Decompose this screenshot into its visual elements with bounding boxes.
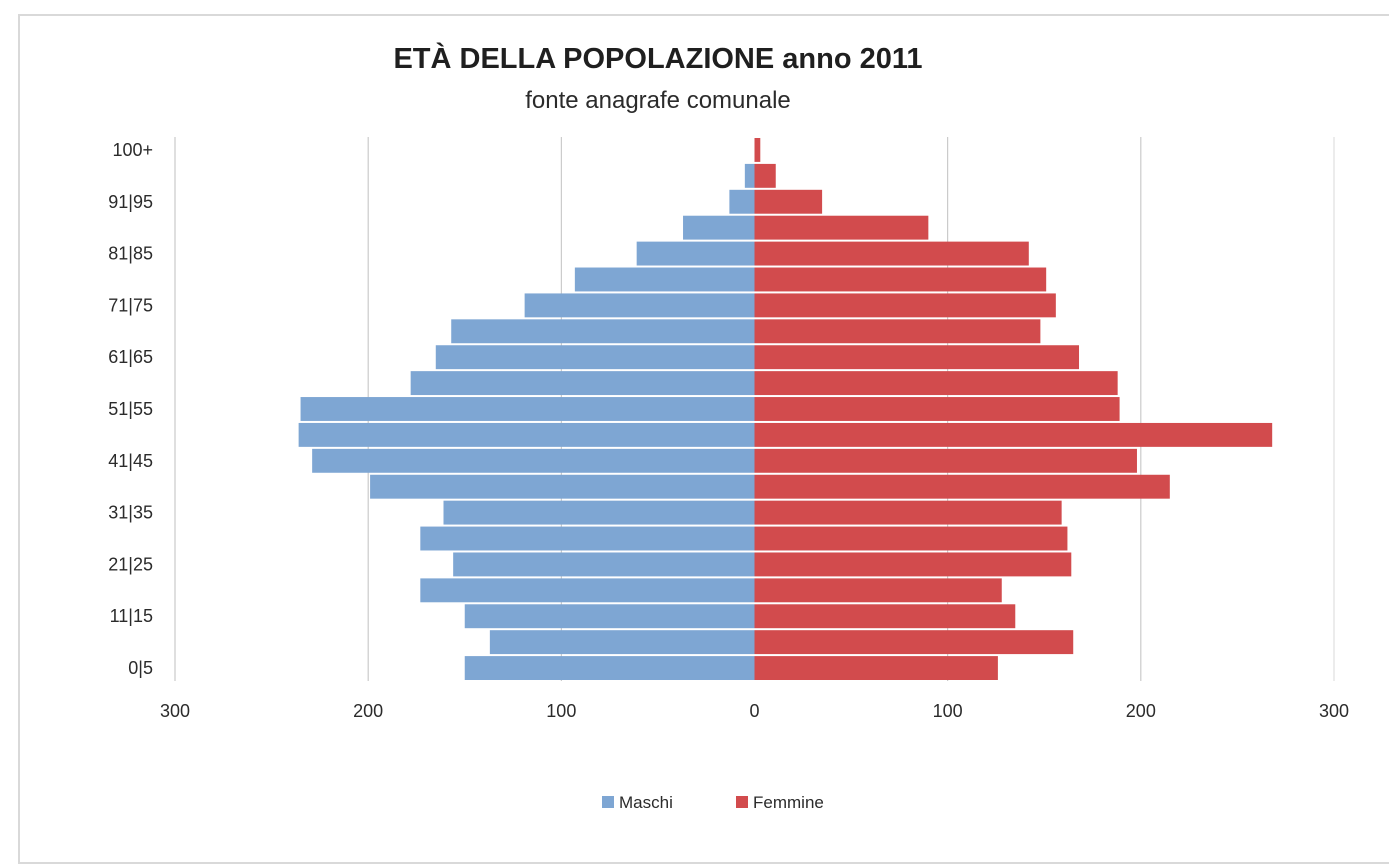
bar-maschi-11|15 <box>464 604 755 629</box>
chart-title: ETÀ DELLA POPOLAZIONE anno 2011 <box>393 41 922 75</box>
legend-label-maschi: Maschi <box>619 793 673 812</box>
bar-maschi-81|85 <box>636 241 755 266</box>
x-tick-label: 300 <box>1319 701 1349 721</box>
axes: 0|5 11|15 21|25 31|35 41|45 51|55 61|65 71|75 81… <box>108 137 1349 721</box>
bar-maschi-71|75 <box>524 293 755 318</box>
bar-maschi-66|70 <box>451 319 755 344</box>
legend: Maschi Femmine <box>602 793 824 812</box>
bar-maschi-16|20 <box>420 578 755 603</box>
legend-label-femmine: Femmine <box>753 793 824 812</box>
bar-femmine-31|35 <box>754 500 1062 525</box>
bars <box>298 138 1273 680</box>
bar-maschi-91|95 <box>729 189 755 214</box>
bar-femmine-0|5 <box>754 656 998 680</box>
bar-maschi-0|5 <box>464 656 755 680</box>
bar-maschi-21|25 <box>453 552 755 577</box>
bar-maschi-86|90 <box>683 215 755 240</box>
bar-femmine-46|50 <box>754 422 1273 447</box>
bar-maschi-26|30 <box>420 526 755 551</box>
x-tick-label: 100 <box>546 701 576 721</box>
bar-femmine-56|60 <box>754 371 1118 396</box>
y-tick-label: 41|45 <box>108 451 153 471</box>
bar-femmine-16|20 <box>754 578 1002 603</box>
chart-subtitle: fonte anagrafe comunale <box>525 87 791 114</box>
bar-femmine-86|90 <box>754 215 929 240</box>
bar-femmine-91|95 <box>754 189 823 214</box>
bar-femmine-100+ <box>754 138 761 162</box>
bar-maschi-51|55 <box>300 397 755 421</box>
y-tick-label: 91|95 <box>108 192 153 212</box>
legend-swatch-maschi <box>602 796 614 808</box>
y-tick-label: 31|35 <box>108 503 153 523</box>
y-tick-label: 71|75 <box>108 295 153 315</box>
x-tick-label: 200 <box>1126 701 1156 721</box>
bar-maschi-6|10 <box>489 630 755 655</box>
bar-femmine-21|25 <box>754 552 1072 577</box>
y-tick-label: 100+ <box>112 140 153 160</box>
bar-femmine-11|15 <box>754 604 1016 629</box>
y-tick-label: 0|5 <box>128 658 153 678</box>
bar-femmine-6|10 <box>754 630 1074 655</box>
y-tick-label: 61|65 <box>108 347 153 367</box>
bar-femmine-96|100 <box>754 163 776 188</box>
bar-femmine-41|45 <box>754 448 1137 473</box>
bar-maschi-46|50 <box>298 422 755 447</box>
bar-femmine-76|80 <box>754 267 1047 292</box>
bar-maschi-96|100 <box>744 163 755 188</box>
bar-femmine-51|55 <box>754 397 1120 421</box>
bar-femmine-66|70 <box>754 319 1041 344</box>
x-tick-label: 300 <box>160 701 190 721</box>
x-tick-label: 100 <box>933 701 963 721</box>
bar-femmine-36|40 <box>754 474 1170 499</box>
bar-maschi-41|45 <box>312 448 755 473</box>
y-tick-label: 11|15 <box>110 606 153 626</box>
x-tick-label: 0 <box>749 701 759 721</box>
legend-swatch-femmine <box>736 796 748 808</box>
y-tick-label: 51|55 <box>108 399 153 419</box>
y-tick-label: 21|25 <box>108 554 153 574</box>
bar-maschi-61|65 <box>435 345 755 370</box>
bar-maschi-36|40 <box>370 474 755 499</box>
bar-femmine-71|75 <box>754 293 1056 318</box>
bar-femmine-81|85 <box>754 241 1029 266</box>
bar-femmine-26|30 <box>754 526 1068 551</box>
x-tick-label: 200 <box>353 701 383 721</box>
bar-femmine-61|65 <box>754 345 1080 370</box>
bar-maschi-56|60 <box>410 371 755 396</box>
y-tick-label: 81|85 <box>108 244 153 264</box>
bar-maschi-76|80 <box>574 267 755 292</box>
bar-maschi-31|35 <box>443 500 755 525</box>
